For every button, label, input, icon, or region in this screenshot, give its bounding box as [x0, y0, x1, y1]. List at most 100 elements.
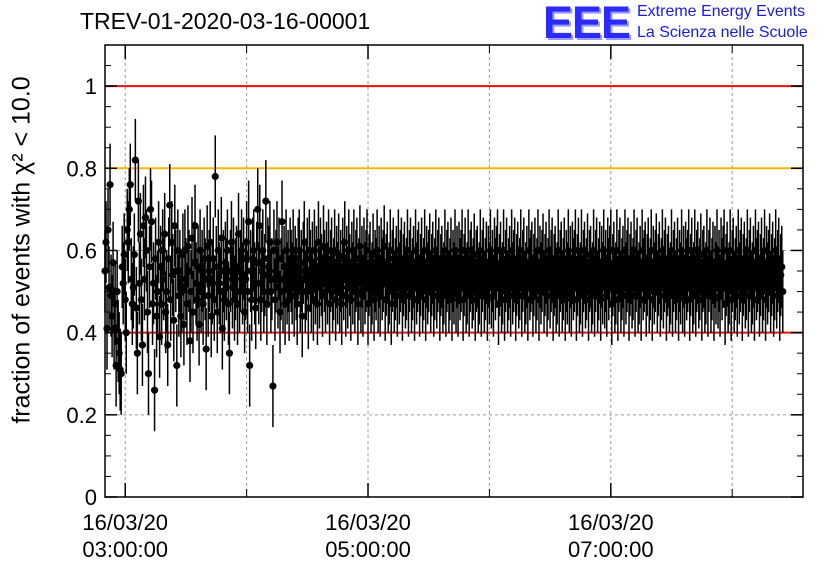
data-point	[106, 181, 114, 189]
data-point	[387, 300, 395, 308]
data-point	[173, 361, 181, 370]
data-point	[223, 246, 232, 255]
data-point	[143, 308, 152, 316]
data-point	[298, 312, 306, 320]
data-point	[245, 218, 253, 226]
data-point	[154, 287, 162, 296]
data-point	[122, 329, 130, 337]
y-tick-label: 1	[85, 74, 97, 99]
data-point	[113, 287, 121, 296]
data-point	[319, 242, 328, 250]
data-point	[184, 242, 192, 250]
data-point	[345, 246, 353, 255]
x-tick-label-time: 03:00:00	[82, 537, 168, 562]
data-point	[430, 292, 438, 300]
data-point	[207, 312, 215, 320]
data-point	[171, 222, 179, 230]
data-point	[276, 308, 284, 316]
y-tick-label: 0	[85, 485, 97, 510]
y-tick-label: 0.4	[66, 321, 97, 346]
data-point	[189, 308, 197, 316]
data-point	[126, 181, 134, 189]
data-point	[117, 370, 125, 378]
data-point	[146, 205, 155, 213]
data-point	[177, 312, 185, 320]
data-point	[211, 172, 219, 181]
data-point	[141, 213, 150, 222]
data-point	[250, 246, 258, 255]
data-point	[138, 341, 147, 349]
data-point	[656, 292, 664, 300]
logo-tagline-2: La Scienza nelle Scuole	[637, 24, 808, 41]
data-point	[267, 287, 275, 296]
data-point	[133, 349, 141, 357]
data-point	[269, 382, 277, 390]
data-point	[778, 263, 786, 271]
data-point	[204, 292, 212, 300]
data-point	[136, 230, 145, 238]
data-point	[186, 337, 194, 345]
x-tick-label-date: 16/03/20	[325, 510, 411, 535]
data-point	[170, 316, 178, 324]
x-tick-label-time: 05:00:00	[325, 537, 411, 562]
data-point	[125, 205, 133, 213]
data-point	[137, 296, 146, 304]
data-point	[248, 296, 256, 304]
data-point	[225, 349, 234, 357]
data-point	[260, 287, 268, 296]
data-point	[145, 263, 154, 271]
y-tick-label: 0.2	[66, 403, 97, 428]
x-axis: 16/03/2003:00:0016/03/2005:00:0016/03/20…	[82, 45, 733, 562]
y-axis: 0 0.2 0.4 0.6 0.8 1	[66, 65, 803, 510]
data-point	[200, 255, 208, 263]
data-point	[180, 320, 188, 329]
data-point	[164, 341, 172, 349]
data-point	[252, 304, 260, 312]
data-point	[209, 255, 217, 263]
data-point	[150, 386, 159, 394]
data-point	[325, 300, 334, 308]
reference-lines	[105, 85, 803, 334]
y-axis-label: fraction of events with χ² < 10.0	[7, 76, 36, 424]
data-point	[244, 287, 252, 296]
data-point	[161, 230, 169, 238]
data-point	[278, 218, 286, 226]
data-point	[241, 308, 249, 316]
x-tick-label-date: 16/03/20	[82, 510, 168, 535]
data-point	[130, 250, 138, 259]
data-point	[144, 370, 153, 378]
data-point	[202, 345, 210, 353]
data-point	[271, 296, 279, 304]
data-point	[132, 304, 140, 312]
data-point	[354, 300, 362, 308]
data-point	[770, 292, 778, 300]
data-point	[257, 296, 265, 304]
data-point	[215, 279, 223, 287]
data-point	[124, 238, 132, 246]
data-point	[246, 361, 254, 370]
data-point	[262, 197, 270, 205]
data-point	[148, 300, 157, 308]
x-tick-label-time: 07:00:00	[568, 537, 654, 562]
data-point	[543, 292, 551, 300]
data-point	[205, 267, 213, 275]
data-point	[131, 156, 139, 164]
data-point	[142, 246, 151, 255]
data-point	[256, 222, 264, 230]
data-point	[152, 312, 161, 320]
logo-tagline-1: Extreme Energy Events	[637, 3, 806, 20]
chart-title: TREV-01-2020-03-16-00001	[80, 8, 371, 34]
data-point	[168, 238, 176, 246]
data-point	[121, 296, 129, 304]
y-tick-label: 0.8	[66, 156, 97, 181]
data-point	[147, 218, 156, 226]
data-point	[293, 300, 301, 308]
data-point	[191, 222, 199, 230]
data-point	[120, 250, 128, 259]
data-point	[129, 283, 137, 292]
eee-logo: EEE	[543, 0, 631, 48]
data-point	[779, 287, 787, 296]
data-points	[101, 118, 787, 432]
y-tick-label: 0.6	[66, 238, 97, 263]
